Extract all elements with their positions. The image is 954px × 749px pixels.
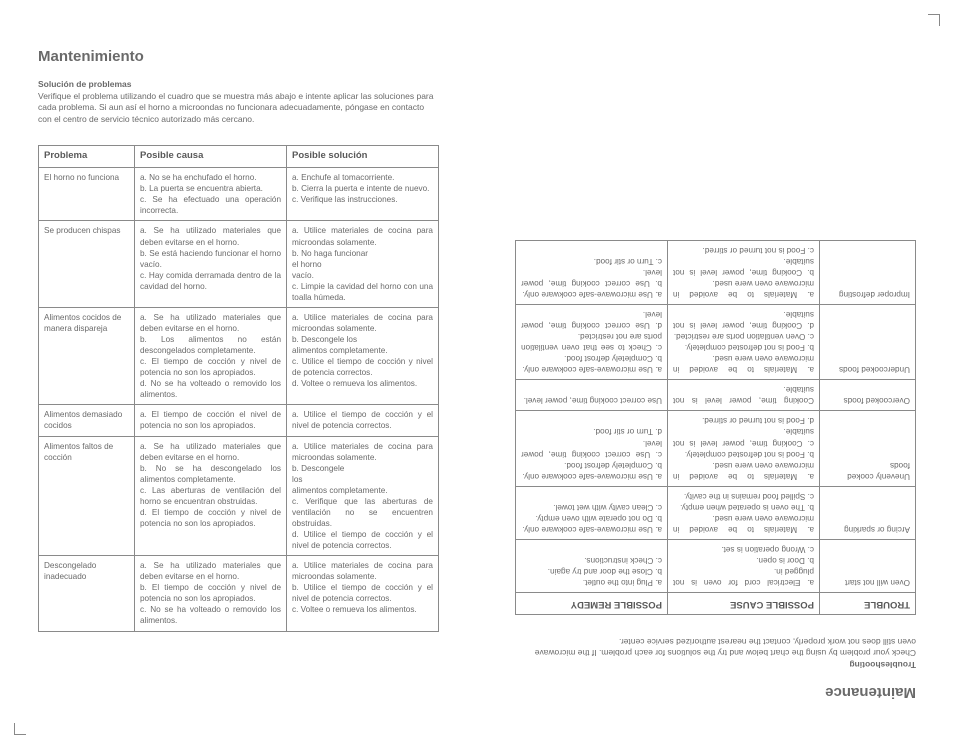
table-row: Undercooked foodsa. Materials to be avoi…: [516, 304, 916, 379]
cell-problem: Unevenly cooked foods: [820, 411, 916, 486]
cell-problem: Oven will not start: [820, 540, 916, 593]
crop-mark: [14, 723, 26, 735]
table-row: Se producen chispasa. Se ha utilizado ma…: [39, 221, 439, 307]
cell-cause: a. No se ha enchufado el horno.b. La pue…: [135, 168, 287, 221]
cell-remedy: a. Utilice materiales de cocina para mic…: [287, 221, 439, 307]
cell-problem: Overcooked foods: [820, 380, 916, 411]
cell-cause: a. Electrical cord for oven is not plugg…: [668, 540, 820, 593]
cell-remedy: a. Use microwave-safe cookware only.b. D…: [516, 486, 668, 539]
th-problem: Problema: [39, 146, 135, 168]
cell-cause: a. Materials to be avoided in microwave …: [668, 411, 820, 486]
th-remedy: Posible solución: [287, 146, 439, 168]
cell-remedy: a. Plug into the outlet.b. Close the doo…: [516, 540, 668, 593]
cell-cause: a. Materials to be avoided in microwave …: [668, 304, 820, 379]
cell-remedy: Use correct cooking time, power level.: [516, 380, 668, 411]
troubleshoot-table-right: TROUBLE POSSIBLE CAUSE POSSIBLE REMEDY O…: [515, 240, 916, 616]
cell-cause: a. Se ha utilizado materiales que deben …: [135, 436, 287, 556]
left-page: Mantenimiento Solución de problemas Veri…: [0, 0, 477, 749]
intro-right: Check your problem by using the chart be…: [515, 635, 916, 658]
cell-cause: a. El tiempo de cocción el nivel de pote…: [135, 405, 287, 436]
subtitle-left: Solución de problemas: [38, 79, 439, 89]
cell-remedy: a. Utilice materiales de cocina para mic…: [287, 307, 439, 405]
cell-problem: Alimentos cocidos de manera dispareja: [39, 307, 135, 405]
table-row: Overcooked foodsCooking time, power leve…: [516, 380, 916, 411]
table-row: Oven will not starta. Electrical cord fo…: [516, 540, 916, 593]
th-remedy: POSSIBLE REMEDY: [516, 593, 668, 615]
cell-remedy: a. Utilice materiales de cocina para mic…: [287, 436, 439, 556]
cell-problem: El horno no funciona: [39, 168, 135, 221]
cell-cause: a. Se ha utilizado materiales que deben …: [135, 556, 287, 631]
cell-remedy: a. Use microwave-safe cookware only.b. C…: [516, 411, 668, 486]
cell-problem: Se producen chispas: [39, 221, 135, 307]
table-row: El horno no funcionaa. No se ha enchufad…: [39, 168, 439, 221]
cell-remedy: a. Use microwave-safe cookware only.b. C…: [516, 304, 668, 379]
crop-mark: [928, 14, 940, 26]
cell-cause: a. Se ha utilizado materiales que deben …: [135, 307, 287, 405]
table-row: Alimentos faltos de coccióna. Se ha util…: [39, 436, 439, 556]
right-page: Maintenance Troubleshooting Check your p…: [477, 0, 954, 749]
cell-problem: Alimentos demasiado cocidos: [39, 405, 135, 436]
page-title-right: Maintenance: [515, 684, 916, 701]
cell-cause: a. Materials to be avoided in microwave …: [668, 240, 820, 304]
table-row: Arcing or sparkinga. Materials to be avo…: [516, 486, 916, 539]
cell-problem: Improper defrosting: [820, 240, 916, 304]
cell-problem: Alimentos faltos de cocción: [39, 436, 135, 556]
subtitle-right: Troubleshooting: [515, 660, 916, 670]
th-cause: Posible causa: [135, 146, 287, 168]
cell-problem: Arcing or sparking: [820, 486, 916, 539]
cell-cause: a. Se ha utilizado materiales que deben …: [135, 221, 287, 307]
troubleshoot-table-left: Problema Posible causa Posible solución …: [38, 145, 439, 631]
table-row: Improper defrostinga. Materials to be av…: [516, 240, 916, 304]
table-row: Alimentos cocidos de manera disparejaa. …: [39, 307, 439, 405]
table-row: Alimentos demasiado cocidosa. El tiempo …: [39, 405, 439, 436]
th-trouble: TROUBLE: [820, 593, 916, 615]
cell-problem: Descongelado inadecuado: [39, 556, 135, 631]
cell-remedy: a. Enchufe al tomacorriente.b. Cierra la…: [287, 168, 439, 221]
cell-cause: Cooking time, power level is not suitabl…: [668, 380, 820, 411]
table-row: Descongelado inadecuadoa. Se ha utilizad…: [39, 556, 439, 631]
cell-remedy: a. Use microwave-safe cookware only.b. U…: [516, 240, 668, 304]
table-row: Unevenly cooked foodsa. Materials to be …: [516, 411, 916, 486]
cell-problem: Undercooked foods: [820, 304, 916, 379]
cell-remedy: a. Utilice el tiempo de cocción y el niv…: [287, 405, 439, 436]
cell-remedy: a. Utilice materiales de cocina para mic…: [287, 556, 439, 631]
intro-left: Verifique el problema utilizando el cuad…: [38, 91, 439, 125]
page-title-left: Mantenimiento: [38, 48, 439, 65]
th-cause: POSSIBLE CAUSE: [668, 593, 820, 615]
cell-cause: a. Materials to be avoided in microwave …: [668, 486, 820, 539]
